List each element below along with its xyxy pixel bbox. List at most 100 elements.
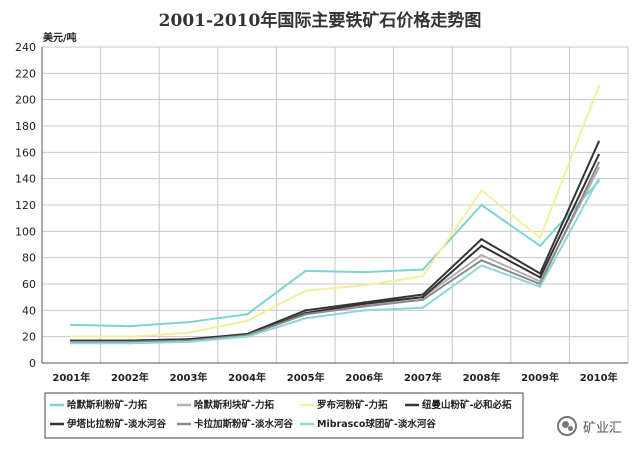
data-point: [538, 276, 542, 279]
series-line: [71, 178, 600, 345]
grid: [41, 46, 629, 364]
series-line: [71, 180, 600, 328]
series-line: [71, 162, 600, 343]
x-tick-label: 2009年: [521, 371, 559, 384]
y-tick-label: 140: [15, 173, 36, 186]
x-tick-label: 2010年: [580, 371, 618, 384]
data-point: [128, 342, 132, 345]
legend: 哈默斯利粉矿-力拓 哈默斯利块矿-力拓 罗布河粉矿-力拓 纽曼山粉矿-必和必拓伊塔比拉…: [44, 392, 524, 439]
data-point: [480, 264, 483, 267]
data-point: [480, 244, 483, 248]
data-point: [597, 140, 600, 143]
legend-item: 罗布河粉矿-力拓: [300, 399, 388, 411]
data-point: [363, 302, 366, 305]
data-point: [421, 268, 425, 271]
legend-item: 纽曼山粉矿-必和必拓: [405, 399, 512, 411]
data-point: [187, 331, 190, 334]
watermark-text: 矿业汇: [582, 420, 622, 436]
x-tick-label: 2002年: [111, 371, 149, 384]
data-point: [70, 323, 73, 327]
legend-item: Mibrasco球团矿-淡水河谷: [300, 418, 436, 430]
y-axis-ticks: 0 20 40 60 80 100 120 140 160 180 200 220 240: [15, 41, 36, 370]
y-tick-label: 0: [29, 357, 36, 370]
x-tick-label: 2005年: [287, 371, 325, 384]
series-1: [70, 180, 600, 328]
legend-item: 哈默斯利粉矿-力拓: [50, 399, 147, 411]
legend-item: 伊塔比拉粉矿-淡水河谷: [50, 418, 166, 430]
y-tick-label: 240: [15, 41, 36, 54]
series-line: [71, 86, 600, 338]
y-tick-label: 180: [15, 120, 36, 133]
watermark: 矿业汇: [556, 416, 622, 436]
legend-label: 伊塔比拉粉矿-淡水河谷: [66, 418, 166, 430]
data-point: [597, 153, 600, 157]
y-tick-label: 60: [22, 278, 36, 291]
data-point: [128, 324, 132, 328]
data-point: [480, 189, 483, 192]
data-point: [421, 298, 425, 301]
data-point: [363, 284, 366, 287]
data-point: [363, 309, 366, 312]
x-axis-ticks: 2001年 2002年 2003年 2004年 2005年 2006年 2007年 2008年…: [52, 371, 617, 384]
data-point: [421, 274, 425, 278]
data-point: [538, 285, 542, 288]
x-tick-label: 2004年: [228, 371, 266, 384]
legend-item: 哈默斯利块矿-力拓: [177, 399, 274, 411]
y-tick-label: 220: [15, 67, 36, 80]
series-3: [70, 85, 600, 338]
data-point: [597, 166, 600, 170]
data-point: [70, 342, 73, 345]
legend-label: 卡拉加斯粉矿-淡水河谷: [194, 418, 293, 430]
data-point: [304, 289, 307, 292]
y-tick-label: 100: [15, 225, 36, 238]
data-point: [245, 335, 249, 338]
series-lines: [70, 85, 600, 345]
x-tick-label: 2001年: [52, 371, 90, 384]
data-point: [363, 305, 366, 308]
x-tick-label: 2008年: [463, 371, 501, 384]
legend-box: [44, 392, 524, 439]
y-tick-label: 80: [22, 252, 36, 265]
data-point: [597, 161, 600, 165]
data-point: [128, 335, 132, 338]
data-point: [245, 319, 249, 323]
series-line: [71, 154, 600, 342]
legend-item: 卡拉加斯粉矿-淡水河谷: [177, 418, 293, 430]
x-tick-label: 2003年: [170, 371, 208, 384]
data-point: [597, 177, 600, 180]
series-6: [70, 161, 600, 344]
y-axis-unit-label: 美元/吨: [43, 31, 77, 44]
data-point: [304, 309, 307, 312]
data-point: [304, 317, 307, 320]
data-point: [187, 320, 190, 324]
data-point: [480, 203, 483, 207]
data-point: [538, 244, 542, 248]
x-tick-label: 2006年: [345, 371, 383, 384]
legend-label: 纽曼山粉矿-必和必拓: [422, 399, 512, 411]
data-point: [187, 340, 190, 344]
chart-title: 2001-2010年国际主要铁矿石价格走势图: [159, 10, 482, 31]
data-point: [597, 85, 600, 88]
data-point: [421, 306, 425, 309]
data-point: [70, 335, 73, 338]
series-7: [70, 177, 600, 345]
data-point: [538, 236, 542, 240]
data-point: [421, 293, 425, 296]
data-point: [480, 259, 483, 262]
legend-label: 罗布河粉矿-力拓: [317, 399, 388, 411]
wechat-icon: [556, 416, 577, 436]
y-tick-label: 40: [22, 304, 36, 317]
data-point: [304, 313, 307, 316]
data-point: [480, 238, 483, 241]
y-tick-label: 120: [15, 199, 36, 212]
data-point: [304, 269, 307, 273]
x-tick-label: 2007年: [404, 371, 442, 384]
legend-label: 哈默斯利块矿-力拓: [194, 399, 274, 411]
legend-label: Mibrasco球团矿-淡水河谷: [317, 418, 436, 430]
legend-label: 哈默斯利粉矿-力拓: [67, 399, 147, 411]
data-point: [421, 295, 425, 299]
data-point: [480, 253, 483, 257]
y-tick-label: 200: [15, 94, 36, 107]
y-tick-label: 20: [22, 331, 36, 344]
